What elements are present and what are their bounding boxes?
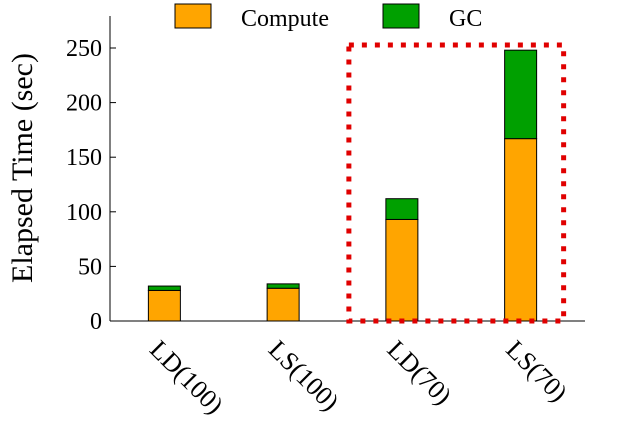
bars xyxy=(147,49,538,322)
bar-gc-3 xyxy=(504,49,538,140)
y-tick-label: 250 xyxy=(66,36,102,62)
y-axis: 0 50 100 150 200 250 xyxy=(66,16,116,335)
legend-label-compute: Compute xyxy=(241,6,329,32)
legend-swatch-gc xyxy=(382,3,420,29)
legend-label-gc: GC xyxy=(449,6,482,32)
highlight-box xyxy=(346,42,567,324)
x-tick-label: LS(70) xyxy=(500,335,573,408)
bar-compute-2 xyxy=(385,218,419,322)
x-tick-label: LS(100) xyxy=(263,335,345,417)
highlight-rect xyxy=(346,42,567,324)
y-tick-label: 200 xyxy=(66,91,102,117)
y-tick-label: 150 xyxy=(66,145,102,171)
y-axis-label: Elapsed Time (sec) xyxy=(6,53,39,283)
bar-compute-1 xyxy=(266,287,300,322)
bar-gc-2 xyxy=(385,198,419,220)
bar-gc-1 xyxy=(266,283,300,289)
bar-gc-0 xyxy=(147,285,181,291)
bar-compute-3 xyxy=(504,138,538,322)
y-tick-label: 100 xyxy=(66,200,102,226)
legend-swatch-compute xyxy=(174,3,212,29)
y-tick-label: 0 xyxy=(90,309,102,335)
bar-compute-0 xyxy=(147,289,181,322)
x-tick-label: LD(70) xyxy=(382,335,458,411)
x-tick-label: LD(100) xyxy=(144,335,229,420)
x-axis: LD(100) LS(100) LD(70) LS(70) xyxy=(110,315,585,420)
legend: Compute GC xyxy=(174,3,482,32)
y-tick-label: 50 xyxy=(78,254,102,280)
